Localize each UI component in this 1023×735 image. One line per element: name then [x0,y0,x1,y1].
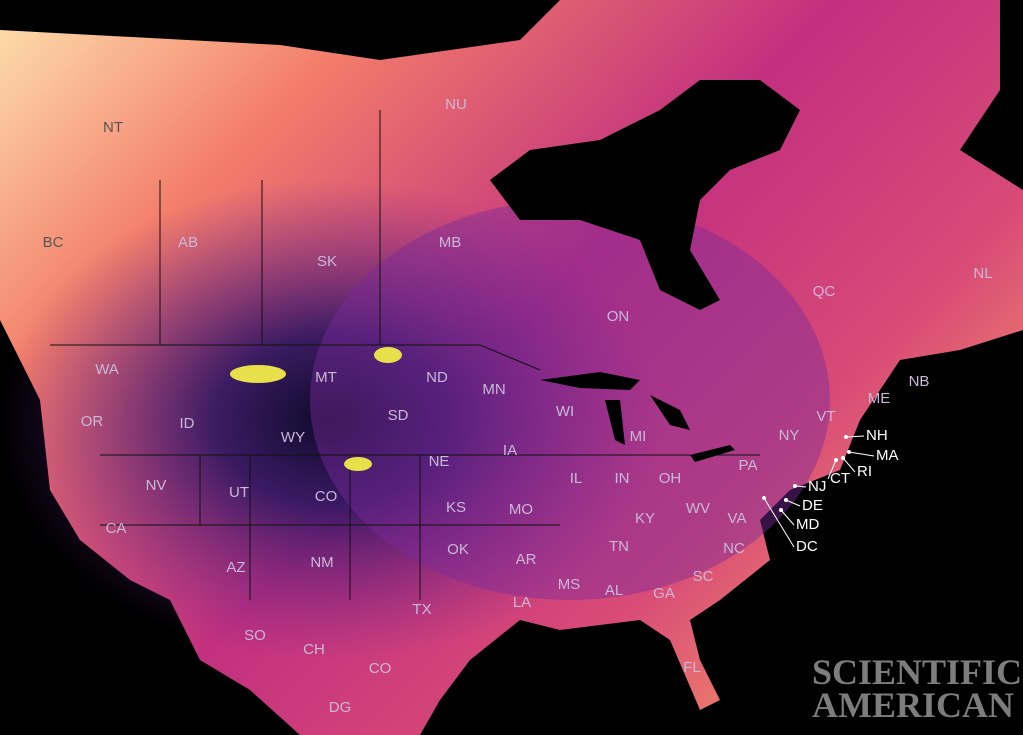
callout-line [785,499,801,507]
region-label: AL [605,582,623,599]
shadow [310,200,830,600]
region-label: WA [95,361,119,378]
region-label: CA [106,520,127,537]
region-label: IA [503,442,517,459]
region-label: QC [813,283,836,300]
region-label: ND [426,369,448,386]
region-label: CH [303,641,325,658]
region-label: OR [81,413,104,430]
region-label: SK [317,253,337,270]
region-label: OK [447,541,469,558]
callout-label: RI [857,463,872,480]
callout-line [845,435,865,438]
region-label: ON [607,308,630,325]
region-label: VT [816,408,835,425]
region-label: AZ [226,559,245,576]
callout-line [827,459,837,480]
region-label: VA [728,510,747,527]
callout-line [842,457,856,473]
region-label: WY [281,429,305,446]
region-label: AR [516,551,537,568]
callout-label: CT [830,470,850,487]
callout-line [763,497,795,548]
hudson-bay [490,80,800,310]
callout-line [780,509,795,526]
region-label: NL [973,265,992,282]
region-label: NY [779,427,800,444]
region-label: NB [909,373,930,390]
region-label: SO [244,627,266,644]
region-label: MS [558,576,581,593]
callout-label: DE [802,497,823,514]
region-label: OH [659,470,682,487]
region-label: ID [180,415,195,432]
region-label: GA [653,585,675,602]
region-label: MI [630,428,647,445]
region-label: BC [43,234,64,251]
region-label: CO [369,660,392,677]
region-label: TN [609,538,629,555]
region-label: UT [229,484,249,501]
region-label: NT [103,119,123,136]
region-label: WV [686,500,710,517]
callout-label: NJ [808,478,826,495]
borders [50,110,760,600]
region-label: CO [315,488,338,505]
callout-line [848,451,875,457]
shadow [0,180,660,660]
region-label: MB [439,234,462,251]
region-label: SD [388,407,409,424]
great-lakes [540,372,735,462]
region-label: FL [683,659,701,676]
region-label: NC [723,540,745,557]
region-label: KY [635,510,655,527]
region-label: NV [146,477,167,494]
logo: AMERICAN [812,685,1014,725]
region-label: SC [693,568,714,585]
region-label: ME [868,390,891,407]
logo: SCIENTIFIC [812,652,1022,692]
region-label: NE [429,453,450,470]
region-label: NM [310,554,333,571]
region-label: LA [513,594,531,611]
region-label: WI [556,403,574,420]
region-label: MO [509,501,533,518]
sites [230,347,402,471]
callout-label: MD [796,516,819,533]
region-label: MT [315,369,337,386]
gulf [480,625,690,735]
region-label: KS [446,499,466,516]
region-label: MN [482,381,505,398]
region-label: NU [445,96,467,113]
callout-line [794,485,807,488]
region-label: AB [178,234,198,251]
region-label: PA [739,457,758,474]
callout-label: NH [866,427,888,444]
region-label: IN [615,470,630,487]
region-label: IL [570,470,583,487]
callout-label: DC [796,538,818,555]
callout-label: MA [876,447,899,464]
region-label: TX [412,601,431,618]
region-label: DG [329,699,352,716]
